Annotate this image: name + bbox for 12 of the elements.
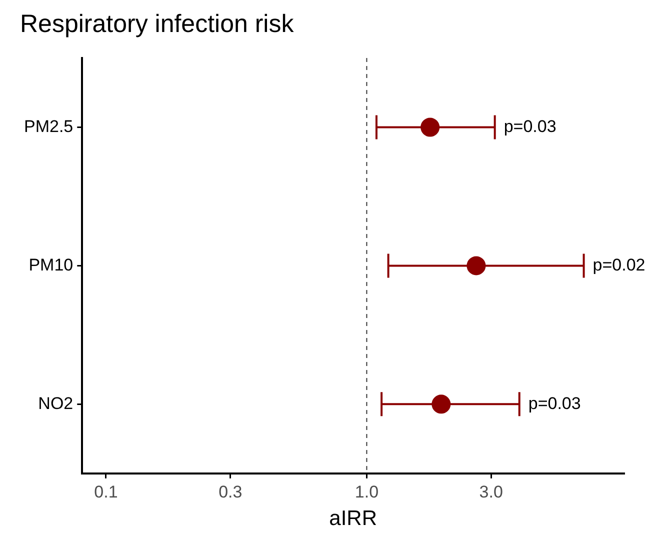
chart-title: Respiratory infection risk <box>20 10 294 38</box>
x-tick-label: 0.3 <box>218 482 242 502</box>
x-axis-title: aIRR <box>329 507 377 530</box>
x-tick-label: 0.1 <box>94 482 118 502</box>
y-tick-label: NO2 <box>38 394 74 413</box>
annotation: p=0.02 <box>592 255 646 274</box>
x-tick-label: 1.0 <box>354 482 379 502</box>
x-tick-label: 3.0 <box>479 482 503 502</box>
y-tick-label: PM10 <box>28 255 74 274</box>
annotation: p=0.03 <box>504 116 556 136</box>
y-tick-label: PM2.5 <box>24 116 74 136</box>
annotation: p=0.03 <box>528 394 581 413</box>
